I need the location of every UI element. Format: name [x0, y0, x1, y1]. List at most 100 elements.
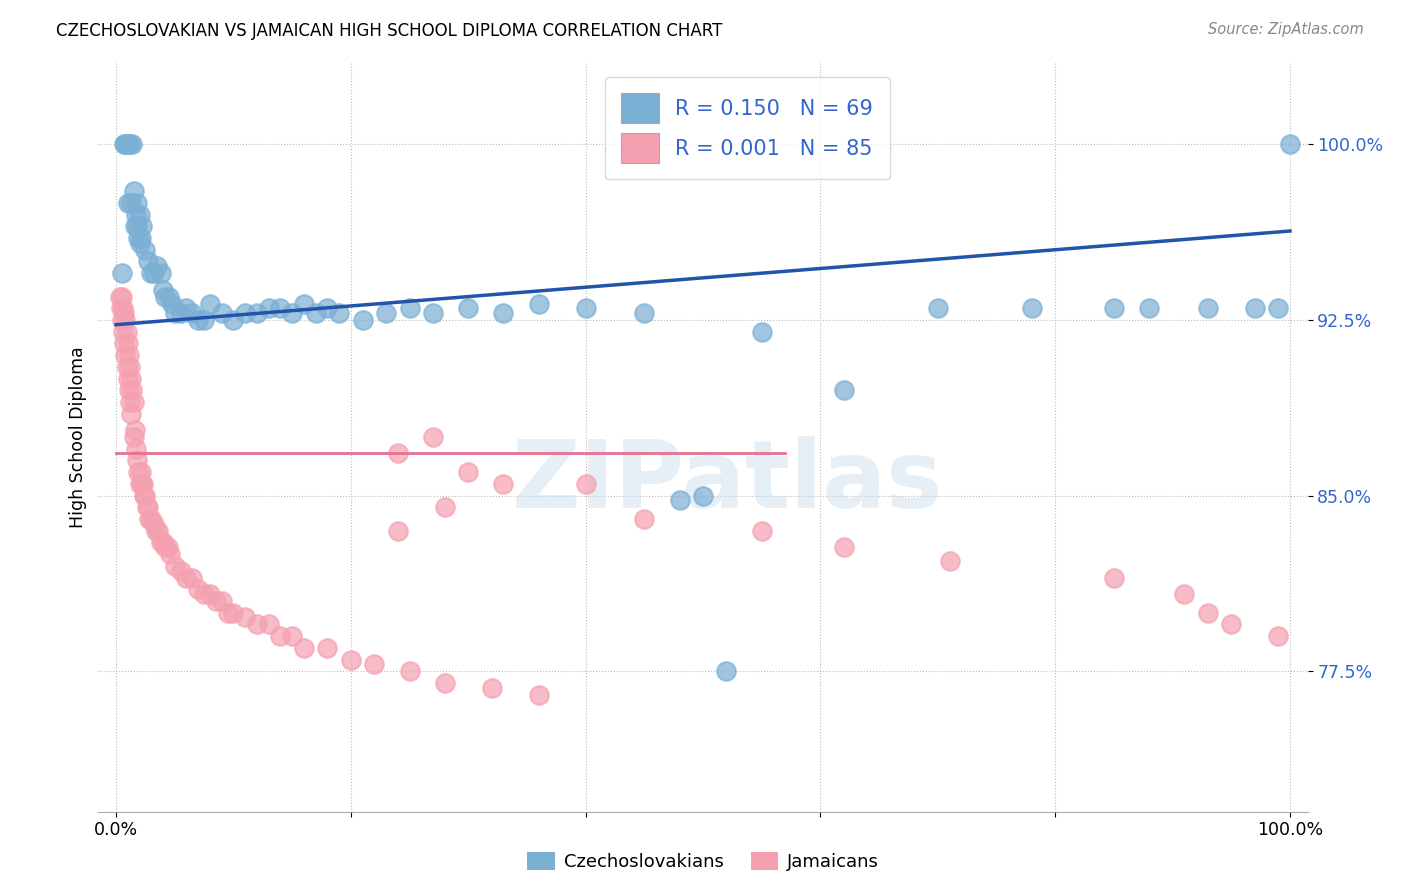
- Point: [292, 296, 315, 310]
- Legend: R = 0.150   N = 69, R = 0.001   N = 85: R = 0.150 N = 69, R = 0.001 N = 85: [605, 77, 890, 179]
- Point: [122, 430, 145, 444]
- Point: [1267, 301, 1289, 316]
- Point: [527, 688, 550, 702]
- Point: [118, 383, 141, 397]
- Point: [832, 540, 855, 554]
- Point: [633, 512, 655, 526]
- Point: [128, 235, 150, 250]
- Point: [328, 306, 350, 320]
- Point: [124, 219, 146, 234]
- Point: [716, 664, 738, 678]
- Point: [169, 306, 191, 320]
- Point: [129, 465, 152, 479]
- Point: [136, 254, 159, 268]
- Point: [117, 137, 139, 152]
- Point: [141, 512, 163, 526]
- Point: [152, 535, 174, 549]
- Point: [122, 395, 145, 409]
- Point: [1267, 629, 1289, 643]
- Point: [114, 137, 136, 152]
- Y-axis label: High School Diploma: High School Diploma: [69, 346, 87, 528]
- Point: [121, 137, 143, 152]
- Point: [127, 453, 149, 467]
- Point: [363, 657, 385, 672]
- Point: [120, 359, 142, 374]
- Point: [246, 617, 269, 632]
- Point: [281, 306, 304, 320]
- Point: [433, 500, 456, 515]
- Point: [112, 301, 135, 316]
- Point: [668, 493, 690, 508]
- Point: [633, 306, 655, 320]
- Point: [125, 208, 148, 222]
- Point: [398, 664, 420, 678]
- Point: [176, 571, 198, 585]
- Point: [108, 289, 131, 303]
- Point: [246, 306, 269, 320]
- Point: [422, 306, 444, 320]
- Point: [124, 423, 146, 437]
- Point: [257, 617, 280, 632]
- Point: [114, 348, 136, 362]
- Point: [187, 313, 209, 327]
- Point: [118, 348, 141, 362]
- Point: [145, 524, 167, 538]
- Point: [304, 306, 326, 320]
- Point: [112, 325, 135, 339]
- Point: [316, 640, 339, 655]
- Point: [142, 266, 165, 280]
- Point: [134, 243, 156, 257]
- Point: [457, 465, 479, 479]
- Point: [149, 535, 172, 549]
- Point: [222, 606, 245, 620]
- Point: [111, 289, 134, 303]
- Point: [193, 313, 215, 327]
- Point: [120, 371, 142, 385]
- Point: [492, 476, 515, 491]
- Point: [1102, 571, 1125, 585]
- Point: [433, 676, 456, 690]
- Point: [146, 259, 169, 273]
- Point: [131, 219, 153, 234]
- Point: [138, 512, 160, 526]
- Point: [162, 296, 184, 310]
- Point: [112, 137, 135, 152]
- Point: [111, 266, 134, 280]
- Point: [135, 500, 157, 515]
- Point: [387, 524, 409, 538]
- Point: [751, 524, 773, 538]
- Point: [292, 640, 315, 655]
- Point: [211, 306, 233, 320]
- Point: [1102, 301, 1125, 316]
- Point: [152, 283, 174, 297]
- Point: [125, 442, 148, 456]
- Point: [481, 681, 503, 695]
- Point: [1220, 617, 1243, 632]
- Point: [120, 407, 142, 421]
- Point: [129, 231, 152, 245]
- Point: [181, 306, 204, 320]
- Point: [127, 195, 149, 210]
- Point: [422, 430, 444, 444]
- Point: [269, 301, 291, 316]
- Point: [128, 208, 150, 222]
- Point: [157, 289, 180, 303]
- Point: [163, 558, 186, 573]
- Point: [575, 476, 598, 491]
- Point: [269, 629, 291, 643]
- Point: [131, 476, 153, 491]
- Point: [155, 540, 177, 554]
- Point: [115, 359, 138, 374]
- Point: [163, 306, 186, 320]
- Point: [457, 301, 479, 316]
- Point: [193, 587, 215, 601]
- Point: [1278, 137, 1301, 152]
- Point: [1243, 301, 1265, 316]
- Point: [115, 325, 138, 339]
- Point: [127, 231, 149, 245]
- Point: [117, 371, 139, 385]
- Point: [159, 547, 181, 561]
- Point: [492, 306, 515, 320]
- Point: [832, 383, 855, 397]
- Point: [141, 266, 163, 280]
